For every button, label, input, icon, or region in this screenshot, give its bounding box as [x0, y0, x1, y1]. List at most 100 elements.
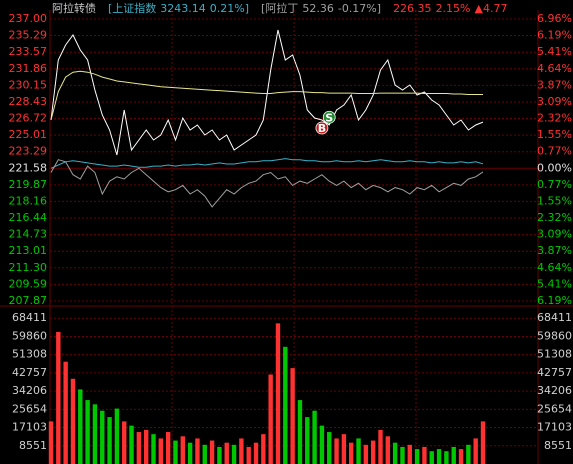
- volume-bar: [466, 444, 471, 464]
- trade-marker-label: B: [318, 122, 326, 135]
- volume-bar: [363, 444, 369, 464]
- y-tick-label: 25654: [12, 402, 47, 415]
- volume-bar: [224, 442, 229, 464]
- volume-bar: [444, 451, 449, 464]
- volume-bar: [100, 410, 105, 464]
- y-tick-label: 235.29: [9, 29, 48, 42]
- header-item: 2.15%: [436, 2, 471, 15]
- volume-bar: [429, 451, 434, 464]
- header-item: 3243.14: [160, 2, 206, 15]
- y2-tick-label: 3.87%: [537, 78, 572, 91]
- series-line: [50, 70, 483, 121]
- volume-bar: [261, 434, 266, 464]
- header-item: ▲4.77: [475, 2, 508, 15]
- y-tick-label: 237.00: [9, 12, 48, 25]
- y2-tick-label: 0.00%: [537, 161, 572, 174]
- y2-tick-label: 6.19%: [537, 294, 572, 307]
- y2-tick-label: 0.77%: [537, 178, 572, 191]
- y-tick-label: 221.58: [9, 161, 48, 174]
- volume-bar: [327, 432, 332, 464]
- y-tick-label: 8551: [19, 439, 47, 452]
- volume-bar: [473, 438, 478, 464]
- volume-bar: [385, 436, 391, 464]
- volume-bar: [63, 361, 68, 464]
- volume-bar: [414, 449, 420, 464]
- y-tick-label: 216.44: [9, 211, 48, 224]
- volume-bar: [341, 434, 347, 464]
- y2-tick-label: 1.55%: [537, 194, 572, 207]
- volume-bar: [107, 417, 112, 464]
- header-item: 52.36: [302, 2, 334, 15]
- y-tick-label: 213.01: [9, 244, 48, 257]
- volume-bar: [165, 432, 171, 464]
- volume-bar: [158, 438, 164, 464]
- volume-bar: [422, 446, 427, 464]
- volume-bar: [312, 410, 317, 464]
- volume-bar: [143, 429, 149, 464]
- header-item: 0.21%]: [210, 2, 249, 15]
- y2-tick-label: 2.32%: [537, 112, 572, 125]
- y2-tick-label: 6.19%: [537, 29, 572, 42]
- y-tick-label: 34206: [537, 384, 572, 397]
- volume-bar: [239, 438, 244, 464]
- volume-bar: [209, 440, 215, 464]
- trade-marker-label: S: [325, 111, 333, 124]
- volume-bar: [136, 432, 142, 464]
- y2-tick-label: 3.09%: [537, 228, 572, 241]
- volume-bar: [122, 421, 127, 464]
- header-item: [上证指数: [108, 1, 156, 15]
- y2-tick-label: 3.09%: [537, 95, 572, 108]
- y-tick-label: 68411: [12, 311, 47, 324]
- y-tick-label: 219.87: [9, 178, 48, 191]
- volume-bar: [290, 368, 295, 464]
- y2-tick-label: 4.64%: [537, 261, 572, 274]
- volume-bar: [370, 440, 376, 464]
- header-item: [阿拉丁: [261, 1, 298, 15]
- y-tick-label: 17103: [537, 421, 572, 434]
- y-tick-label: 42757: [537, 366, 572, 379]
- volume-bar: [187, 442, 193, 464]
- volume-bar: [231, 444, 237, 464]
- y-tick-label: 8551: [544, 439, 572, 452]
- volume-bar: [253, 442, 259, 464]
- series-line: [50, 159, 484, 208]
- y-tick-label: 68411: [537, 311, 572, 324]
- volume-bar: [114, 408, 120, 464]
- y-tick-label: 228.43: [9, 95, 48, 108]
- y-tick-label: 231.86: [9, 62, 48, 75]
- y-tick-label: 51308: [12, 348, 47, 361]
- y2-tick-label: 5.41%: [537, 45, 572, 58]
- y-tick-label: 42757: [12, 366, 47, 379]
- volume-bar: [283, 346, 288, 464]
- volume-bar: [458, 449, 464, 464]
- y-tick-label: 59860: [537, 329, 572, 342]
- volume-bar: [129, 425, 134, 464]
- y-tick-label: 225.01: [9, 128, 48, 141]
- series-line: [50, 158, 484, 169]
- y2-tick-label: 2.32%: [537, 211, 572, 224]
- volume-bar: [70, 378, 76, 464]
- y-tick-label: 209.59: [9, 277, 48, 290]
- volume-bar: [48, 421, 54, 464]
- trade-marker: [315, 121, 329, 135]
- volume-bar: [56, 331, 61, 464]
- y-tick-label: 34206: [12, 384, 47, 397]
- volume-bar: [349, 442, 354, 464]
- y-tick-label: 223.29: [9, 145, 48, 158]
- volume-bar: [202, 444, 207, 464]
- volume-bar: [334, 438, 339, 464]
- volume-bar: [151, 434, 156, 464]
- volume-bar: [85, 400, 90, 464]
- volume-bar: [305, 417, 310, 464]
- volume-bar: [92, 404, 98, 464]
- volume-bar: [217, 446, 222, 464]
- volume-bar: [195, 438, 200, 464]
- trade-marker: [322, 110, 336, 124]
- header-item: 226.35: [393, 2, 432, 15]
- y-tick-label: 211.30: [9, 261, 48, 274]
- y2-tick-label: 1.55%: [537, 128, 572, 141]
- volume-bar: [451, 446, 456, 464]
- y2-tick-label: 6.96%: [537, 12, 572, 25]
- y-tick-label: 226.72: [9, 112, 48, 125]
